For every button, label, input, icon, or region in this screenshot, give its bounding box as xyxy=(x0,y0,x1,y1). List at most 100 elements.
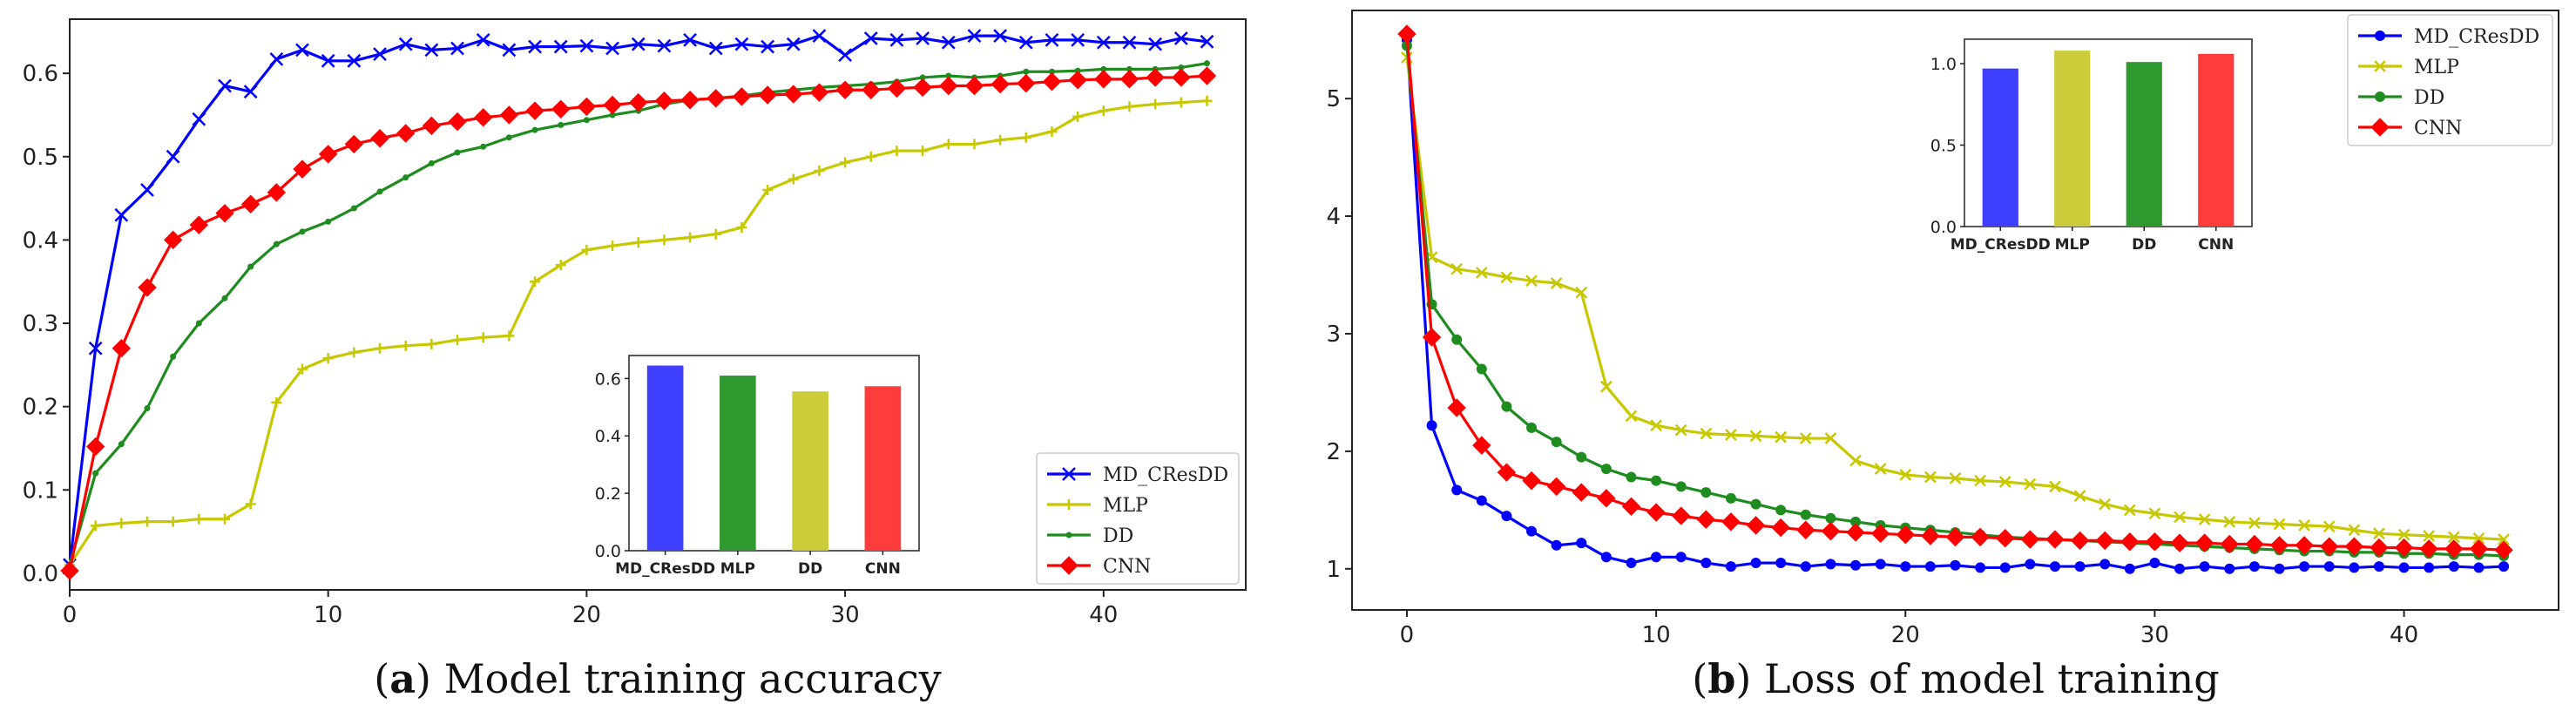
panel-a-inset-bar-chart: 0.0 0.2 0.4 0.6 MD_CResDD MLP DD CNN xyxy=(595,355,920,578)
panel-a-point-cnn xyxy=(1172,68,1191,87)
panel-b-plot-frame xyxy=(1351,10,2559,611)
panel-a-legend-item-mlp: MLP xyxy=(1047,495,1148,517)
panel-a-point-md-cresdd xyxy=(1096,35,1111,50)
panel-a-point-md-cresdd xyxy=(502,43,517,58)
panel-a-legend-label: DD xyxy=(1103,525,1133,547)
panel-b-inset-bar-mlp xyxy=(2054,51,2091,227)
panel-a-point-cnn xyxy=(370,129,389,148)
panel-a-point-cnn xyxy=(1042,72,1062,91)
panel-b-point-cnn xyxy=(1597,489,1616,508)
panel-a-point-cnn xyxy=(85,437,105,457)
panel-a-point-mlp xyxy=(659,234,670,246)
panel-b-point-md-cresdd xyxy=(1800,561,1811,572)
panel-a-ytick-label: 0.1 xyxy=(23,478,58,504)
panel-b-point-cnn xyxy=(2194,533,2214,552)
panel-b-point-cnn xyxy=(2344,537,2364,556)
panel-a-point-mlp xyxy=(167,516,179,527)
panel-b-point-mlp xyxy=(1599,380,1613,393)
panel-a-point-cnn xyxy=(964,76,984,96)
panel-b-point-cnn xyxy=(2095,531,2114,551)
panel-a-point-cnn xyxy=(474,108,493,127)
panel-a-point-cnn xyxy=(318,145,338,164)
panel-b-point-cnn xyxy=(1646,503,1666,522)
panel-b-point-mlp xyxy=(2373,527,2385,540)
panel-a-point-dd xyxy=(1126,65,1132,72)
panel-b-point-md-cresdd xyxy=(1426,420,1437,431)
panel-a-point-cnn xyxy=(422,116,442,136)
panel-b-xtick-label: 0 xyxy=(1400,622,1415,648)
panel-a-point-mlp xyxy=(814,166,825,177)
panel-a-point-cnn xyxy=(835,80,855,99)
panel-a-legend-frame xyxy=(1036,452,1240,585)
panel-b-point-md-cresdd xyxy=(2349,562,2360,573)
panel-b-point-dd xyxy=(1675,481,1687,492)
panel-b-point-mlp xyxy=(1899,468,1912,481)
panel-b-point-dd xyxy=(1775,505,1787,516)
panel-b-point-md-cresdd xyxy=(2323,561,2335,572)
panel-a-point-mlp xyxy=(1201,95,1213,106)
panel-a-point-md-cresdd xyxy=(218,78,232,93)
panel-b-inset-bar-chart: 0.0 0.5 1.0 MD_CResDD MLP DD CNN xyxy=(1930,38,2253,254)
panel-b-series-cnn xyxy=(1397,24,2513,559)
panel-a-point-md-cresdd xyxy=(1122,35,1137,50)
panel-b-point-mlp xyxy=(1450,262,1464,275)
panel-a-xtick-label: 20 xyxy=(572,602,601,628)
panel-b-point-cnn xyxy=(1621,497,1641,516)
panel-a-inset-category-label: MD_CResDD xyxy=(615,560,715,578)
panel-a-point-md-cresdd xyxy=(553,39,568,54)
panel-a-point-dd xyxy=(1023,68,1030,75)
panel-a-inset-ytick-label: 0.2 xyxy=(595,484,621,504)
panel-a-point-cnn xyxy=(1146,68,1165,87)
panel-a-point-mlp xyxy=(375,342,386,354)
panel-a-point-md-cresdd xyxy=(734,37,749,51)
panel-b-caption: (b) Loss of model training xyxy=(1692,655,2219,702)
panel-b-point-cnn xyxy=(1846,523,1865,542)
panel-b-point-mlp xyxy=(1799,432,1812,444)
panel-b-point-cnn xyxy=(1921,526,1940,545)
panel-b-point-cnn xyxy=(1821,521,1841,541)
panel-a-plot-frame xyxy=(69,18,1247,591)
panel-b-point-md-cresdd xyxy=(1999,562,2011,573)
panel-a-point-md-cresdd xyxy=(269,52,284,66)
panel-b-point-mlp xyxy=(2298,518,2311,532)
panel-a-inset-ytick-label: 0.6 xyxy=(595,369,621,389)
panel-a-point-mlp xyxy=(504,330,515,342)
panel-b-point-cnn xyxy=(1696,510,1716,529)
panel-b-point-mlp xyxy=(2174,511,2186,524)
panel-b-point-mlp xyxy=(1525,274,1538,288)
panel-b-point-md-cresdd xyxy=(1950,559,1961,571)
panel-a-point-md-cresdd xyxy=(114,207,129,222)
panel-a-point-dd xyxy=(609,112,616,119)
panel-a-point-mlp xyxy=(917,146,929,157)
panel-a-ytick-label: 0.4 xyxy=(23,227,58,254)
panel-b-point-md-cresdd xyxy=(1576,538,1587,549)
panel-b-point-md-cresdd xyxy=(1900,561,1911,572)
panel-a-point-dd xyxy=(1178,64,1185,71)
panel-a-point-cnn xyxy=(758,85,777,105)
panel-a-point-mlp xyxy=(348,347,360,358)
panel-a-point-md-cresdd xyxy=(761,39,774,54)
panel-b-point-cnn xyxy=(2295,536,2314,555)
panel-a-point-cnn xyxy=(448,112,467,132)
panel-a-point-cnn xyxy=(1094,70,1113,89)
panel-a-point-dd xyxy=(454,149,461,156)
panel-a-point-cnn xyxy=(939,76,958,96)
panel-b-point-cnn xyxy=(2170,533,2189,552)
panel-a-point-md-cresdd xyxy=(941,35,956,50)
panel-a-point-dd xyxy=(505,134,512,141)
panel-b-point-mlp xyxy=(1949,472,1962,484)
panel-b-point-dd xyxy=(1476,363,1487,375)
panel-b-point-mlp xyxy=(2447,531,2460,544)
panel-a-point-cnn xyxy=(215,204,234,223)
panel-a-xtick-label: 10 xyxy=(314,602,342,628)
panel-b-legend: MD_CResDD MLP DD CNN xyxy=(2347,14,2553,146)
panel-b-point-dd xyxy=(1501,401,1512,412)
panel-a-point-dd xyxy=(92,470,99,477)
panel-b-point-cnn xyxy=(1497,463,1517,482)
panel-a-point-mlp xyxy=(1150,98,1161,110)
panel-b-xtick-label: 10 xyxy=(1642,622,1671,648)
panel-b-point-cnn xyxy=(2419,539,2438,559)
panel-b-legend-label: CNN xyxy=(2414,118,2462,139)
panel-b-series-line-cnn xyxy=(1405,33,2505,552)
panel-b-point-mlp xyxy=(1849,454,1862,467)
